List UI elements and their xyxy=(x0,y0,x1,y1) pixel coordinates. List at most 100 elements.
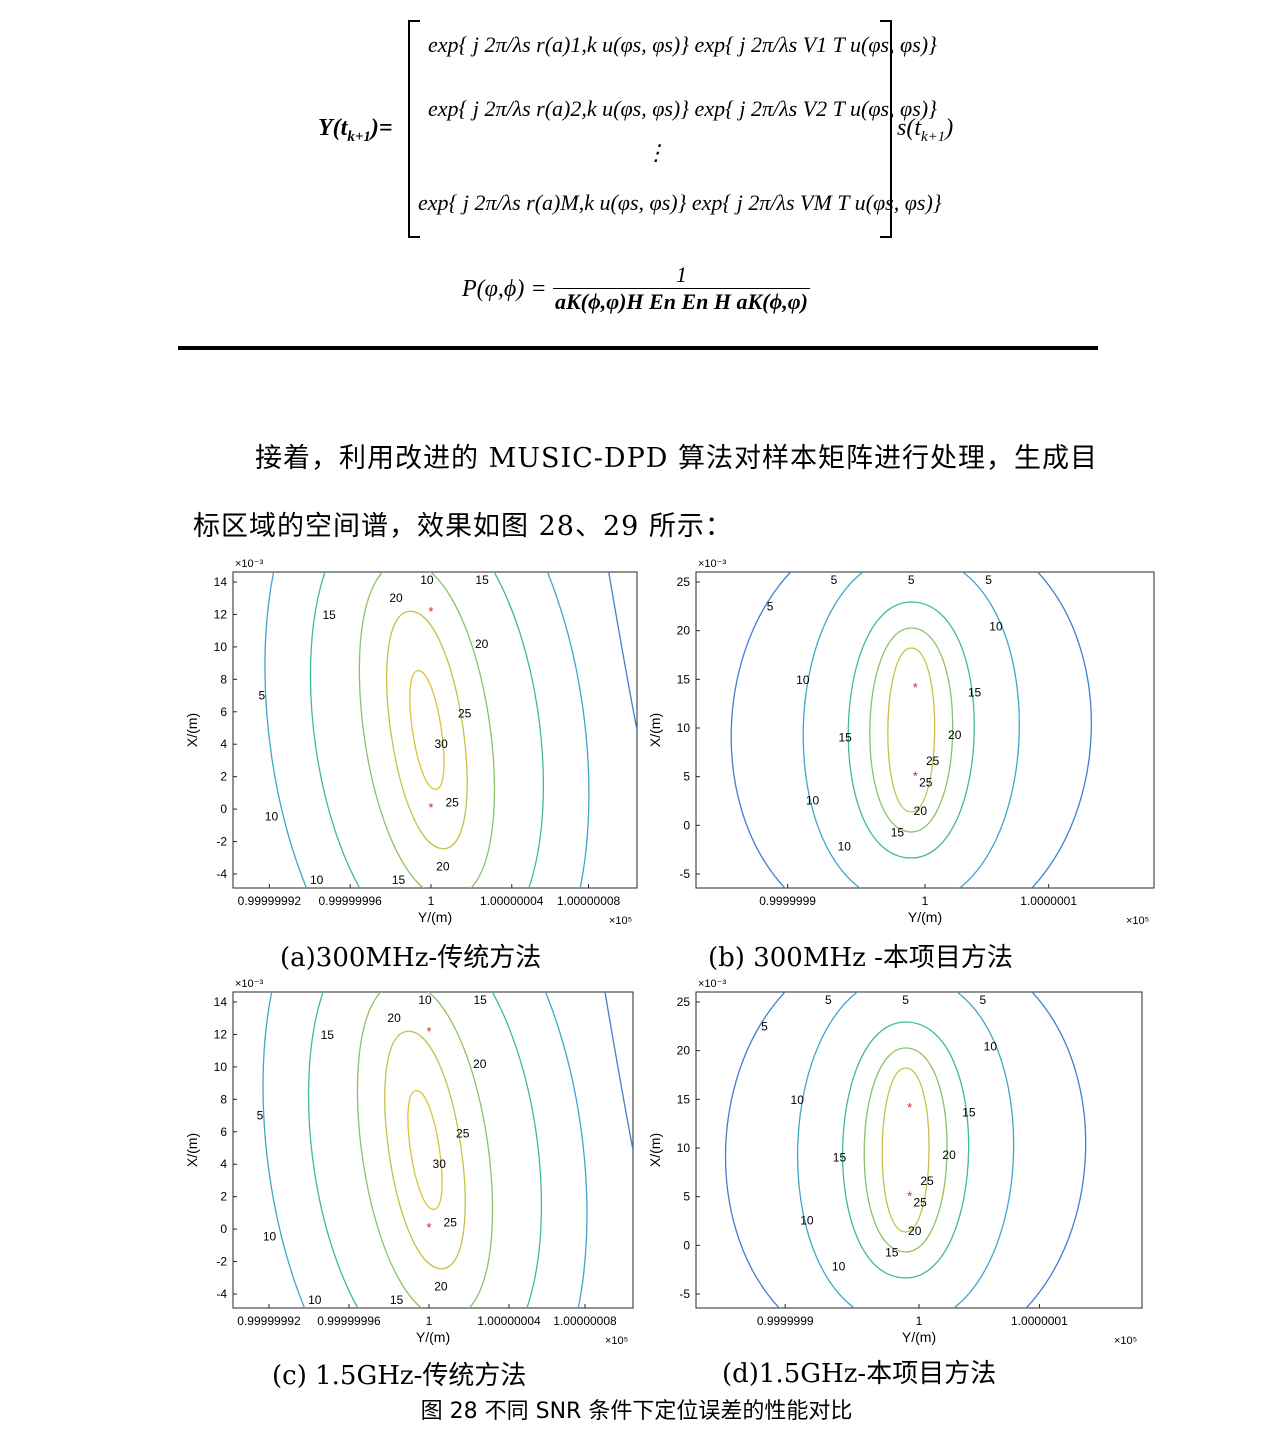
x-tick-label: 1 xyxy=(922,894,929,908)
contour-line xyxy=(358,572,496,888)
matrix-row-m: exp{ j 2π/λs r(a)M,k u(φs, φs)} exp{ j 2… xyxy=(418,190,942,215)
p-denominator: aK(ϕ,φ)H En En H aK(ϕ,φ) xyxy=(555,289,808,314)
contour-line xyxy=(384,1030,466,1270)
contour-line xyxy=(881,1067,930,1233)
contour-line xyxy=(407,1090,443,1210)
contour-label: 5 xyxy=(767,600,774,614)
x-exponent: ×10⁵ xyxy=(1114,1335,1137,1347)
contour-label: 15 xyxy=(475,573,489,587)
source-marker-1: * xyxy=(907,1100,912,1115)
contour-label: 20 xyxy=(948,728,962,742)
contour-labels: 10 15 20 25 30 25 20 15 10 10 5 15 20 xyxy=(257,993,488,1307)
contour-label: 10 xyxy=(800,1213,814,1227)
contour-labels: 5 5 10 15 20 25 25 20 15 10 10 15 10 5 5 xyxy=(761,993,997,1273)
y-exponent: ×10⁻³ xyxy=(235,558,263,570)
left-bracket xyxy=(408,20,420,238)
matrix-row-2: exp{ j 2π/λs r(a)2,k u(φs, φs)} exp{ j 2… xyxy=(428,96,937,121)
y-tick-label: 0 xyxy=(220,802,227,816)
axes-box xyxy=(232,571,638,889)
p-numerator: 1 xyxy=(553,262,810,289)
contour-plot-c: 14 12 10 8 6 4 2 0 -2 -4 0.99999992 0.99999996 1 1.00… xyxy=(0,970,640,1350)
p-fraction: 1 aK(ϕ,φ)H En En H aK(ϕ,φ) xyxy=(553,262,810,315)
contour-label: 25 xyxy=(913,1195,927,1209)
y-tick-label: 15 xyxy=(677,1092,691,1106)
contour-label: 30 xyxy=(433,1157,447,1171)
y-exponent: ×10⁻³ xyxy=(698,558,726,570)
y-tick-label: 0 xyxy=(220,1222,227,1236)
contour-lines xyxy=(264,572,637,888)
contour-label: 25 xyxy=(919,775,933,789)
y-tick-label: 2 xyxy=(220,1190,227,1204)
contour-line xyxy=(262,992,588,1308)
y-exponent: ×10⁻³ xyxy=(698,978,726,990)
y-tick-label: 6 xyxy=(220,1125,227,1139)
contour-label: 5 xyxy=(761,1020,768,1034)
source-marker-2: * xyxy=(426,1220,431,1235)
contour-label: 20 xyxy=(387,1011,401,1025)
contour-label: 20 xyxy=(908,1224,922,1238)
y-tick-label: 20 xyxy=(677,1044,691,1058)
contour-lines xyxy=(262,992,633,1308)
rhs-close: ) xyxy=(945,115,954,141)
contour-labels: 10 15 20 25 30 25 20 15 10 10 5 15 20 xyxy=(259,573,490,887)
axes-box xyxy=(232,991,634,1309)
x-tick-label: 0.9999999 xyxy=(757,1314,814,1328)
rhs-text: s(t xyxy=(897,115,921,141)
contour-label: 10 xyxy=(418,993,432,1007)
contour-label: 10 xyxy=(984,1039,998,1053)
contour-label: 10 xyxy=(265,809,279,823)
y-tick-label: 10 xyxy=(677,1141,691,1155)
contour-line xyxy=(604,992,633,1151)
contour-lines xyxy=(730,572,1092,888)
contour-label: 15 xyxy=(968,685,982,699)
contour-plot-b: 25 20 15 10 5 0 -5 0.9999999 1 1.0000001 Y/(m) X/(m… xyxy=(640,550,1273,930)
caption-a: (a)300MHz-传统方法 xyxy=(280,943,542,973)
y-tick-label: -4 xyxy=(216,867,227,881)
lhs-text: Y(t xyxy=(318,115,348,141)
contour-label: 25 xyxy=(926,754,940,768)
contour-label: 25 xyxy=(458,707,472,721)
contour-label: 15 xyxy=(323,608,337,622)
y-tick-label: 5 xyxy=(683,770,690,784)
x-tick-label: 0.99999992 xyxy=(237,1314,301,1328)
contour-line xyxy=(887,647,936,813)
contour-line xyxy=(724,992,1087,1308)
x-tick-label: 1.00000008 xyxy=(557,894,621,908)
contour-line xyxy=(802,572,1020,888)
horizontal-rule xyxy=(178,346,1098,350)
y-tick-label: -2 xyxy=(216,1255,227,1269)
x-tick-label: 0.99999996 xyxy=(317,1314,381,1328)
y-tick-label: 10 xyxy=(677,721,691,735)
contour-line xyxy=(307,992,543,1308)
contour-label: 10 xyxy=(989,619,1003,633)
y-tick-label: 8 xyxy=(220,1092,227,1106)
x-exponent: ×10⁵ xyxy=(609,915,632,927)
source-marker-2: * xyxy=(428,800,433,815)
x-tick-label: 1.00000008 xyxy=(553,1314,617,1328)
contour-label: 15 xyxy=(474,993,488,1007)
caption-c: (c) 1.5GHz-传统方法 xyxy=(272,1361,527,1391)
contour-lines xyxy=(724,992,1087,1308)
contour-label: 20 xyxy=(434,1279,448,1293)
x-tick-label: 1.00000004 xyxy=(480,894,544,908)
x-tick-label: 1.00000004 xyxy=(477,1314,541,1328)
contour-label: 10 xyxy=(263,1229,277,1243)
contour-label: 20 xyxy=(475,637,489,651)
x-axis-label: Y/(m) xyxy=(908,909,942,925)
y-axis-label: X/(m) xyxy=(184,1133,200,1167)
x-exponent: ×10⁵ xyxy=(1126,915,1149,927)
contour-label: 5 xyxy=(257,1108,264,1122)
contour-label: 10 xyxy=(796,673,810,687)
contour-label: 25 xyxy=(456,1127,470,1141)
contour-line xyxy=(264,572,590,888)
plot-svg: 25 20 15 10 5 0 -5 0.9999999 1 1.0000001 Y/(m) X/(m… xyxy=(647,558,1155,927)
contour-plot-a: 14 12 10 8 6 4 2 0 -2 -4 0.99999992 0.99999996 1 1.00… xyxy=(0,550,640,930)
y-axis-label: X/(m) xyxy=(184,713,200,747)
matrix-row-1: exp{ j 2π/λs r(a)1,k u(φs, φs)} exp{ j 2… xyxy=(428,32,937,57)
contour-label: 20 xyxy=(473,1057,487,1071)
contour-plot-d: 25 20 15 10 5 0 -5 0.9999999 1 1.0000001 Y/(m) X/(m… xyxy=(640,970,1273,1350)
y-tick-label: 25 xyxy=(677,575,691,589)
equation-rhs: s(tk+1) xyxy=(897,115,953,146)
y-tick-label: 10 xyxy=(214,1060,228,1074)
contour-label: 10 xyxy=(838,839,852,853)
